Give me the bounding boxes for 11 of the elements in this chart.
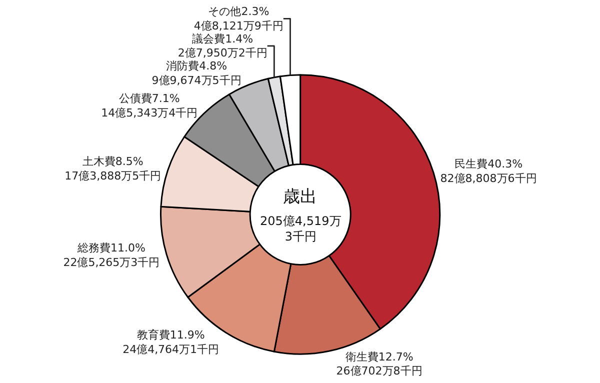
slice-label: 公債費7.1% 14億5,343万4千円 <box>101 92 198 120</box>
slice-label: 議会費1.4% 2億7,950万2千円 <box>178 32 268 60</box>
slice-label: 総務費11.0% 22億5,265万3千円 <box>63 242 160 270</box>
slice-label: 衛生費12.7% 26億702万8千円 <box>336 350 422 378</box>
slice-label: 消防費4.8% 9億9,674万5千円 <box>152 60 242 87</box>
slice-label: 土木費8.5% 17億3,888万5千円 <box>64 155 162 182</box>
slice-label: その他2.3% 4億8,121万9千円 <box>194 5 284 32</box>
text: 歳出 <box>283 187 317 207</box>
slice-label: 民生費40.3% 82億8,808万6千円 <box>440 158 537 186</box>
slice-label: 教育費11.9% 24億4,764万1千円 <box>122 328 220 356</box>
text: 205億4,519万 3千円 <box>260 214 342 244</box>
